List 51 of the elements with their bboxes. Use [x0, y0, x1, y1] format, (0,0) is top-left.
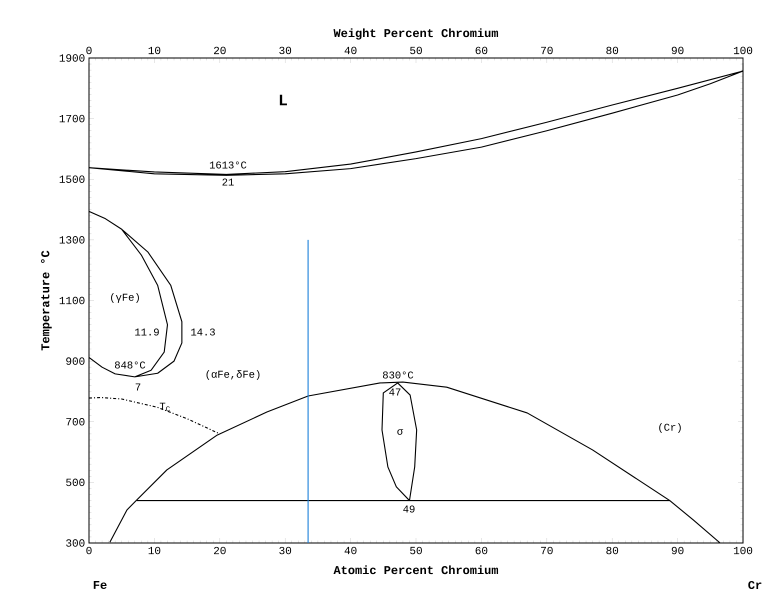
x2-tick-label: 70	[541, 46, 553, 54]
x-tick-label: 80	[606, 546, 618, 554]
x2-tick-label: 80	[606, 46, 618, 54]
annotation: (Cr)	[659, 423, 681, 433]
annotation: 49	[403, 505, 415, 513]
x-tick-label: 70	[541, 546, 553, 554]
x-tick-label: 100	[734, 546, 752, 554]
y-tick-label: 500	[66, 478, 85, 486]
x2-axis-title: Weight Percent Chromium	[334, 28, 498, 40]
x-tick-label: 90	[672, 546, 684, 554]
x2-tick-label: 90	[672, 46, 684, 54]
annotation: σ	[397, 429, 404, 435]
x2-tick-label: 20	[214, 46, 226, 54]
y-tick-label: 1300	[60, 236, 85, 244]
annotation: 1613°C	[210, 161, 246, 169]
y-tick-label: 300	[66, 539, 85, 547]
annotation: (γFe)	[111, 293, 139, 303]
x2-tick-label: 30	[279, 46, 292, 54]
x-tick-label: 60	[476, 546, 488, 554]
annotation: 11.9	[135, 328, 159, 336]
x-tick-label: 40	[344, 546, 357, 554]
x2-tick-label: 100	[734, 46, 752, 54]
x-tick-label: 30	[279, 546, 292, 554]
x-tick-label: 0	[86, 546, 92, 554]
annotation: 848°C	[114, 361, 146, 369]
y-axis-title: Temperature °C	[40, 250, 52, 350]
x2-tick-label: 0	[86, 46, 92, 54]
x2-tick-label: 60	[476, 46, 488, 54]
text: Fe	[94, 581, 107, 589]
y-tick-label: 1500	[60, 176, 85, 183]
annotation: T$_{C}$	[160, 402, 170, 412]
y-tick-label: 1900	[60, 54, 85, 62]
x-tick-label: 10	[148, 546, 160, 554]
y-tick-label: 700	[66, 418, 85, 426]
annotation: 14.3	[191, 328, 215, 336]
x-tick-label: 20	[214, 546, 226, 554]
x2-tick-label: 10	[148, 46, 160, 54]
annotation: 830°C	[382, 371, 414, 379]
y-tick-label: 1700	[60, 114, 85, 122]
x-tick-label: 50	[410, 546, 422, 554]
annotation: L	[280, 94, 287, 106]
y-tick-label: 1100	[60, 296, 85, 304]
annotation: 47	[389, 388, 400, 396]
annotation: 7	[136, 384, 140, 390]
x-axis-title: Atomic Percent Chromium	[334, 565, 498, 574]
annotation: 21	[222, 178, 234, 186]
y-tick-label: 900	[66, 357, 85, 365]
x2-tick-label: 50	[410, 46, 422, 54]
x2-tick-label: 40	[344, 46, 357, 54]
text: Cr	[748, 580, 762, 590]
annotation: (αFe,δFe)	[206, 370, 260, 380]
